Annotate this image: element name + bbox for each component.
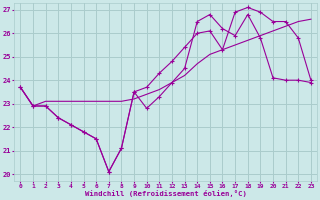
X-axis label: Windchill (Refroidissement éolien,°C): Windchill (Refroidissement éolien,°C) [85, 190, 247, 197]
